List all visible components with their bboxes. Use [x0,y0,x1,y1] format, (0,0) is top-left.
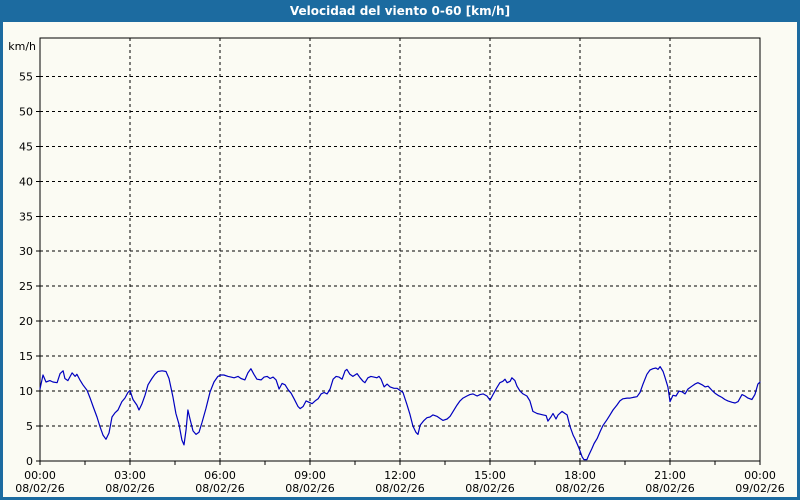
x-tick-date-label: 08/02/26 [645,482,694,495]
y-tick-label: 25 [19,280,33,293]
x-tick-date-label: 08/02/26 [195,482,244,495]
x-tick-time-label: 09:00 [294,469,326,482]
y-tick-label: 35 [19,210,33,223]
chart-title: Velocidad del viento 0-60 [km/h] [289,4,511,18]
y-tick-label: 40 [19,175,33,188]
x-tick-time-label: 06:00 [204,469,236,482]
y-tick-label: 0 [26,455,33,468]
plot-border [39,37,761,462]
x-tick-date-label: 08/02/26 [465,482,514,495]
x-tick-time-label: 21:00 [654,469,686,482]
x-tick-date-label: 09/02/26 [735,482,784,495]
x-tick-date-label: 08/02/26 [375,482,424,495]
y-tick-label: 5 [26,420,33,433]
y-tick-label: 20 [19,315,33,328]
x-tick-date-label: 08/02/26 [15,482,64,495]
x-tick-date-label: 08/02/26 [105,482,154,495]
y-tick-label: 55 [19,70,33,83]
x-tick-time-label: 00:00 [744,469,776,482]
x-tick-date-label: 08/02/26 [285,482,334,495]
x-tick-time-label: 18:00 [564,469,596,482]
y-tick-label: 15 [19,350,33,363]
y-tick-label: 50 [19,105,33,118]
y-tick-label: 30 [19,245,33,258]
x-tick-time-label: 12:00 [384,469,416,482]
chart-title-bar: Velocidad del viento 0-60 [km/h] [0,0,800,22]
x-tick-date-label: 08/02/26 [555,482,604,495]
y-tick-label: 45 [19,140,33,153]
x-tick-time-label: 00:00 [24,469,56,482]
x-tick-time-label: 03:00 [114,469,146,482]
wind-speed-line [39,366,761,461]
x-tick-time-label: 15:00 [474,469,506,482]
y-axis-unit-label: km/h [8,40,36,53]
y-tick-label: 10 [19,385,33,398]
